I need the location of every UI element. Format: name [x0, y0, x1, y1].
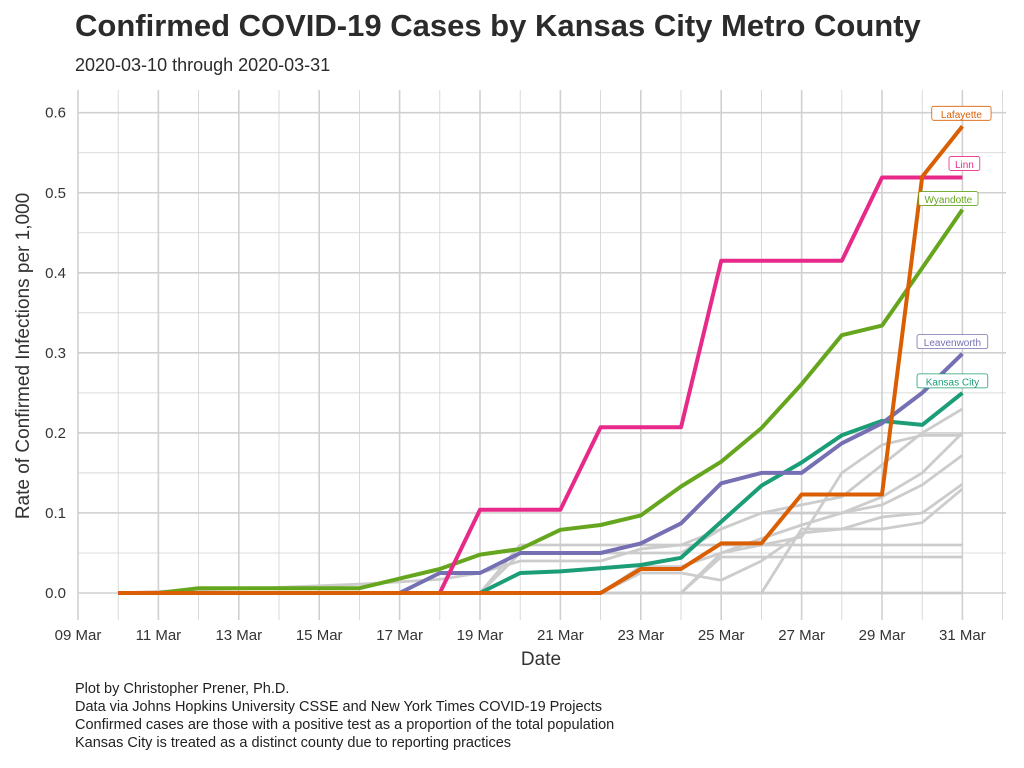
x-tick-label: 31 Mar — [939, 627, 986, 644]
series-label-lafayette: Lafayette — [931, 105, 992, 121]
x-tick-label: 15 Mar — [296, 627, 343, 644]
caption-line: Plot by Christopher Prener, Ph.D. — [75, 681, 290, 697]
y-tick-label: 0.3 — [45, 345, 66, 362]
series-line-other — [118, 407, 964, 595]
series-label-leavenworth: Leavenworth — [916, 334, 989, 349]
y-tick-label: 0.5 — [45, 185, 66, 202]
svg-text:Linn: Linn — [955, 160, 974, 171]
x-tick-label: 19 Mar — [457, 627, 504, 644]
chart-subtitle: 2020-03-10 through 2020-03-31 — [75, 55, 331, 75]
caption-line: Confirmed cases are those with a positiv… — [75, 717, 615, 733]
series-label-wyandotte: Wyandotte — [918, 191, 979, 206]
x-tick-label: 21 Mar — [537, 627, 584, 644]
line-chart: Lafayette Linn Wyandotte Leavenworth Kansas … — [13, 90, 1006, 670]
y-axis-ticks: 0.0 0.1 0.2 0.3 0.4 0.5 0.6 — [45, 105, 66, 602]
x-tick-label: 29 Mar — [859, 627, 906, 644]
series-label-linn: Linn — [948, 156, 981, 171]
x-tick-label: 17 Mar — [376, 627, 423, 644]
series-line-wyandotte — [118, 208, 965, 595]
y-tick-label: 0.1 — [45, 505, 66, 522]
y-axis-title: Rate of Confirmed Infections per 1,000 — [13, 193, 34, 519]
x-axis-ticks: 09 Mar 11 Mar 13 Mar 15 Mar 17 Mar 19 Mar 21 M… — [55, 627, 986, 644]
x-tick-label: 11 Mar — [136, 627, 182, 644]
x-axis-title: Date — [521, 649, 561, 670]
x-tick-label: 25 Mar — [698, 627, 745, 644]
x-tick-label: 13 Mar — [215, 627, 262, 644]
series-labels: Lafayette Linn Wyandotte Leavenworth Kansas … — [916, 105, 992, 388]
y-tick-label: 0.0 — [45, 585, 66, 602]
series-label-kansas-city: Kansas City — [916, 373, 989, 388]
x-tick-label: 27 Mar — [778, 627, 825, 644]
x-tick-label: 23 Mar — [617, 627, 664, 644]
background-series — [118, 407, 964, 595]
y-tick-label: 0.6 — [45, 105, 66, 122]
svg-text:Lafayette: Lafayette — [941, 110, 983, 121]
y-tick-label: 0.4 — [45, 265, 66, 282]
svg-text:Kansas City: Kansas City — [926, 377, 979, 388]
y-tick-label: 0.2 — [45, 425, 66, 442]
svg-text:Leavenworth: Leavenworth — [924, 338, 981, 349]
caption-line: Data via Johns Hopkins University CSSE a… — [75, 699, 603, 715]
series-line-lafayette — [118, 125, 964, 595]
highlighted-series — [118, 125, 965, 595]
caption-line: Kansas City is treated as a distinct cou… — [75, 735, 512, 751]
svg-text:Wyandotte: Wyandotte — [925, 195, 973, 206]
caption: Plot by Christopher Prener, Ph.D. Data v… — [75, 680, 614, 752]
chart-title: Confirmed COVID-19 Cases by Kansas City … — [75, 8, 921, 43]
x-tick-label: 09 Mar — [55, 627, 102, 644]
